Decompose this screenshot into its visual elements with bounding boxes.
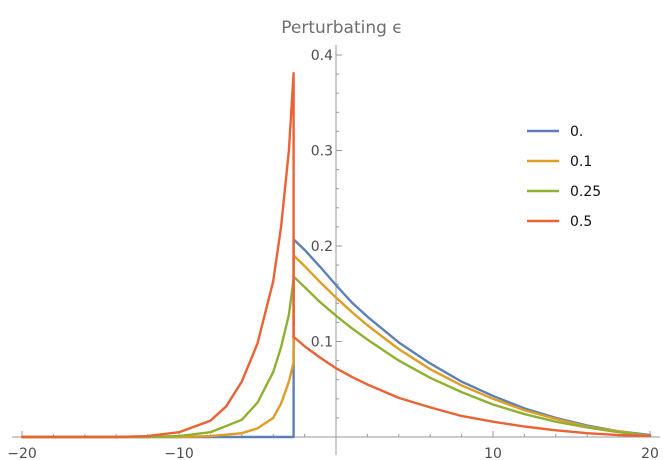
legend-label-2: 0.25 xyxy=(570,184,601,200)
series-line-3 xyxy=(20,71,652,439)
x-tick-label: 20 xyxy=(641,446,659,460)
y-tick-label: 0.2 xyxy=(311,239,333,255)
series-line-2 xyxy=(20,275,652,439)
y-tick-label: 0.1 xyxy=(311,335,333,351)
series-line-1 xyxy=(20,254,652,439)
series-layer xyxy=(20,71,652,439)
legend-label-3: 0.5 xyxy=(570,214,592,230)
legend-label-0: 0. xyxy=(570,124,583,140)
legend: 0. 0.1 0.25 0.5 xyxy=(527,124,601,230)
x-tick-label: 10 xyxy=(484,446,502,460)
x-tick-label: −20 xyxy=(7,446,37,460)
legend-label-1: 0.1 xyxy=(570,154,592,170)
axes: −20 −10 10 20 0.1 0.2 0.3 0.4 xyxy=(7,45,660,460)
y-tick-label: 0.3 xyxy=(311,144,333,160)
x-tick-label: −10 xyxy=(164,446,194,460)
chart-title: Perturbating ϵ xyxy=(281,18,403,38)
y-tick-label: 0.4 xyxy=(311,48,333,64)
